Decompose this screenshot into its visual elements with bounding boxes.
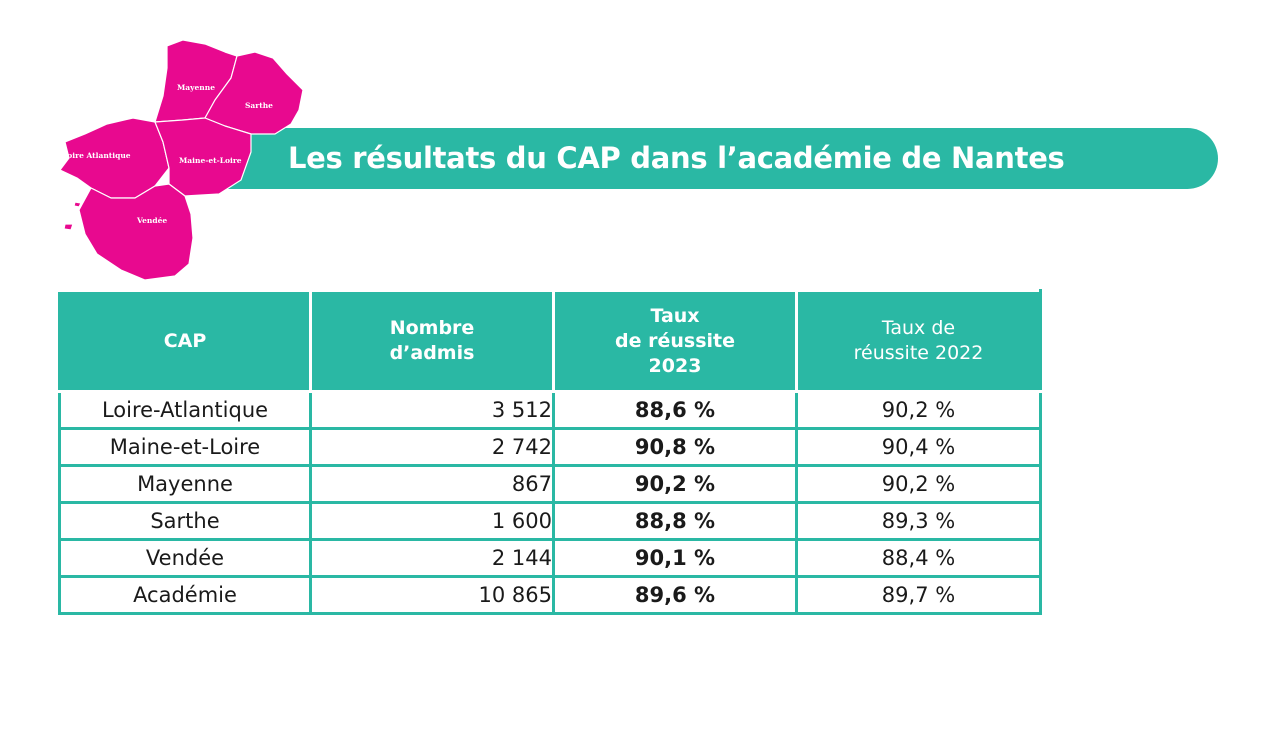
header-line: de réussite	[615, 329, 735, 352]
cell-name: Académie	[58, 575, 312, 615]
title-banner	[228, 128, 1218, 189]
cell-taux-2023: 88,8 %	[552, 501, 798, 541]
header-line: d’admis	[389, 342, 475, 364]
header-cap: CAP	[58, 289, 312, 393]
cell-taux-2023: 90,1 %	[552, 538, 798, 578]
map-region-maine-et-loire	[154, 117, 252, 197]
cell-taux-2023: 90,2 %	[552, 464, 798, 504]
cell-name: Mayenne	[58, 464, 312, 504]
table-row: Loire-Atlantique 3 512 88,6 % 90,2 %	[58, 390, 1042, 430]
table-row: Vendée 2 144 90,1 % 88,4 %	[58, 538, 1042, 578]
table-row: Mayenne 867 90,2 % 90,2 %	[58, 464, 1042, 504]
cell-taux-2022: 90,2 %	[795, 464, 1042, 504]
cell-name: Vendée	[58, 538, 312, 578]
map-region-vendee	[78, 183, 194, 281]
cell-name: Maine-et-Loire	[58, 427, 312, 467]
cell-admis: 2 144	[309, 538, 555, 578]
cell-admis: 2 742	[309, 427, 555, 467]
map-island	[63, 223, 74, 231]
cell-taux-2023: 88,6 %	[552, 390, 798, 430]
header-line: Nombre	[389, 317, 475, 339]
header-nombre-admis: Nombre d’admis	[309, 289, 555, 393]
header-line: réussite 2022	[853, 342, 984, 364]
map-label-loire-atlantique: Loire Atlantique	[62, 151, 131, 160]
cell-taux-2022: 89,3 %	[795, 501, 1042, 541]
cell-name: Sarthe	[58, 501, 312, 541]
header-taux-2023: Taux de réussite 2023	[552, 289, 798, 393]
table-header-row: CAP Nombre d’admis Taux de réussite 2023…	[58, 289, 1042, 393]
cell-admis: 1 600	[309, 501, 555, 541]
cell-taux-2022: 88,4 %	[795, 538, 1042, 578]
results-table: CAP Nombre d’admis Taux de réussite 2023…	[58, 289, 1042, 615]
table-row-total: Académie 10 865 89,6 % 89,7 %	[58, 575, 1042, 615]
map-label-mayenne: Mayenne	[177, 83, 215, 92]
cell-name: Loire-Atlantique	[58, 390, 312, 430]
map-label-maine-et-loire: Maine-et-Loire	[179, 156, 242, 165]
academy-map: Mayenne Sarthe Loire Atlantique Maine-et…	[59, 39, 304, 281]
cell-admis: 867	[309, 464, 555, 504]
cell-taux-2022: 89,7 %	[795, 575, 1042, 615]
cell-taux-2022: 90,4 %	[795, 427, 1042, 467]
cell-taux-2023: 90,8 %	[552, 427, 798, 467]
map-label-sarthe: Sarthe	[245, 101, 273, 110]
cell-taux-2023: 89,6 %	[552, 575, 798, 615]
cell-taux-2022: 90,2 %	[795, 390, 1042, 430]
header-line: Taux de	[881, 317, 956, 339]
table-row: Sarthe 1 600 88,8 % 89,3 %	[58, 501, 1042, 541]
header-line: 2023	[648, 354, 702, 377]
page-title: Les résultats du CAP dans l’académie de …	[288, 141, 1065, 175]
cell-admis: 10 865	[309, 575, 555, 615]
header-line: CAP	[163, 329, 207, 352]
map-region-sarthe	[204, 51, 304, 135]
header-taux-2022: Taux de réussite 2022	[795, 289, 1042, 393]
header-line: Taux	[650, 304, 700, 327]
map-label-vendee: Vendée	[136, 216, 167, 225]
map-island	[73, 201, 82, 208]
cell-admis: 3 512	[309, 390, 555, 430]
table-row: Maine-et-Loire 2 742 90,8 % 90,4 %	[58, 427, 1042, 467]
